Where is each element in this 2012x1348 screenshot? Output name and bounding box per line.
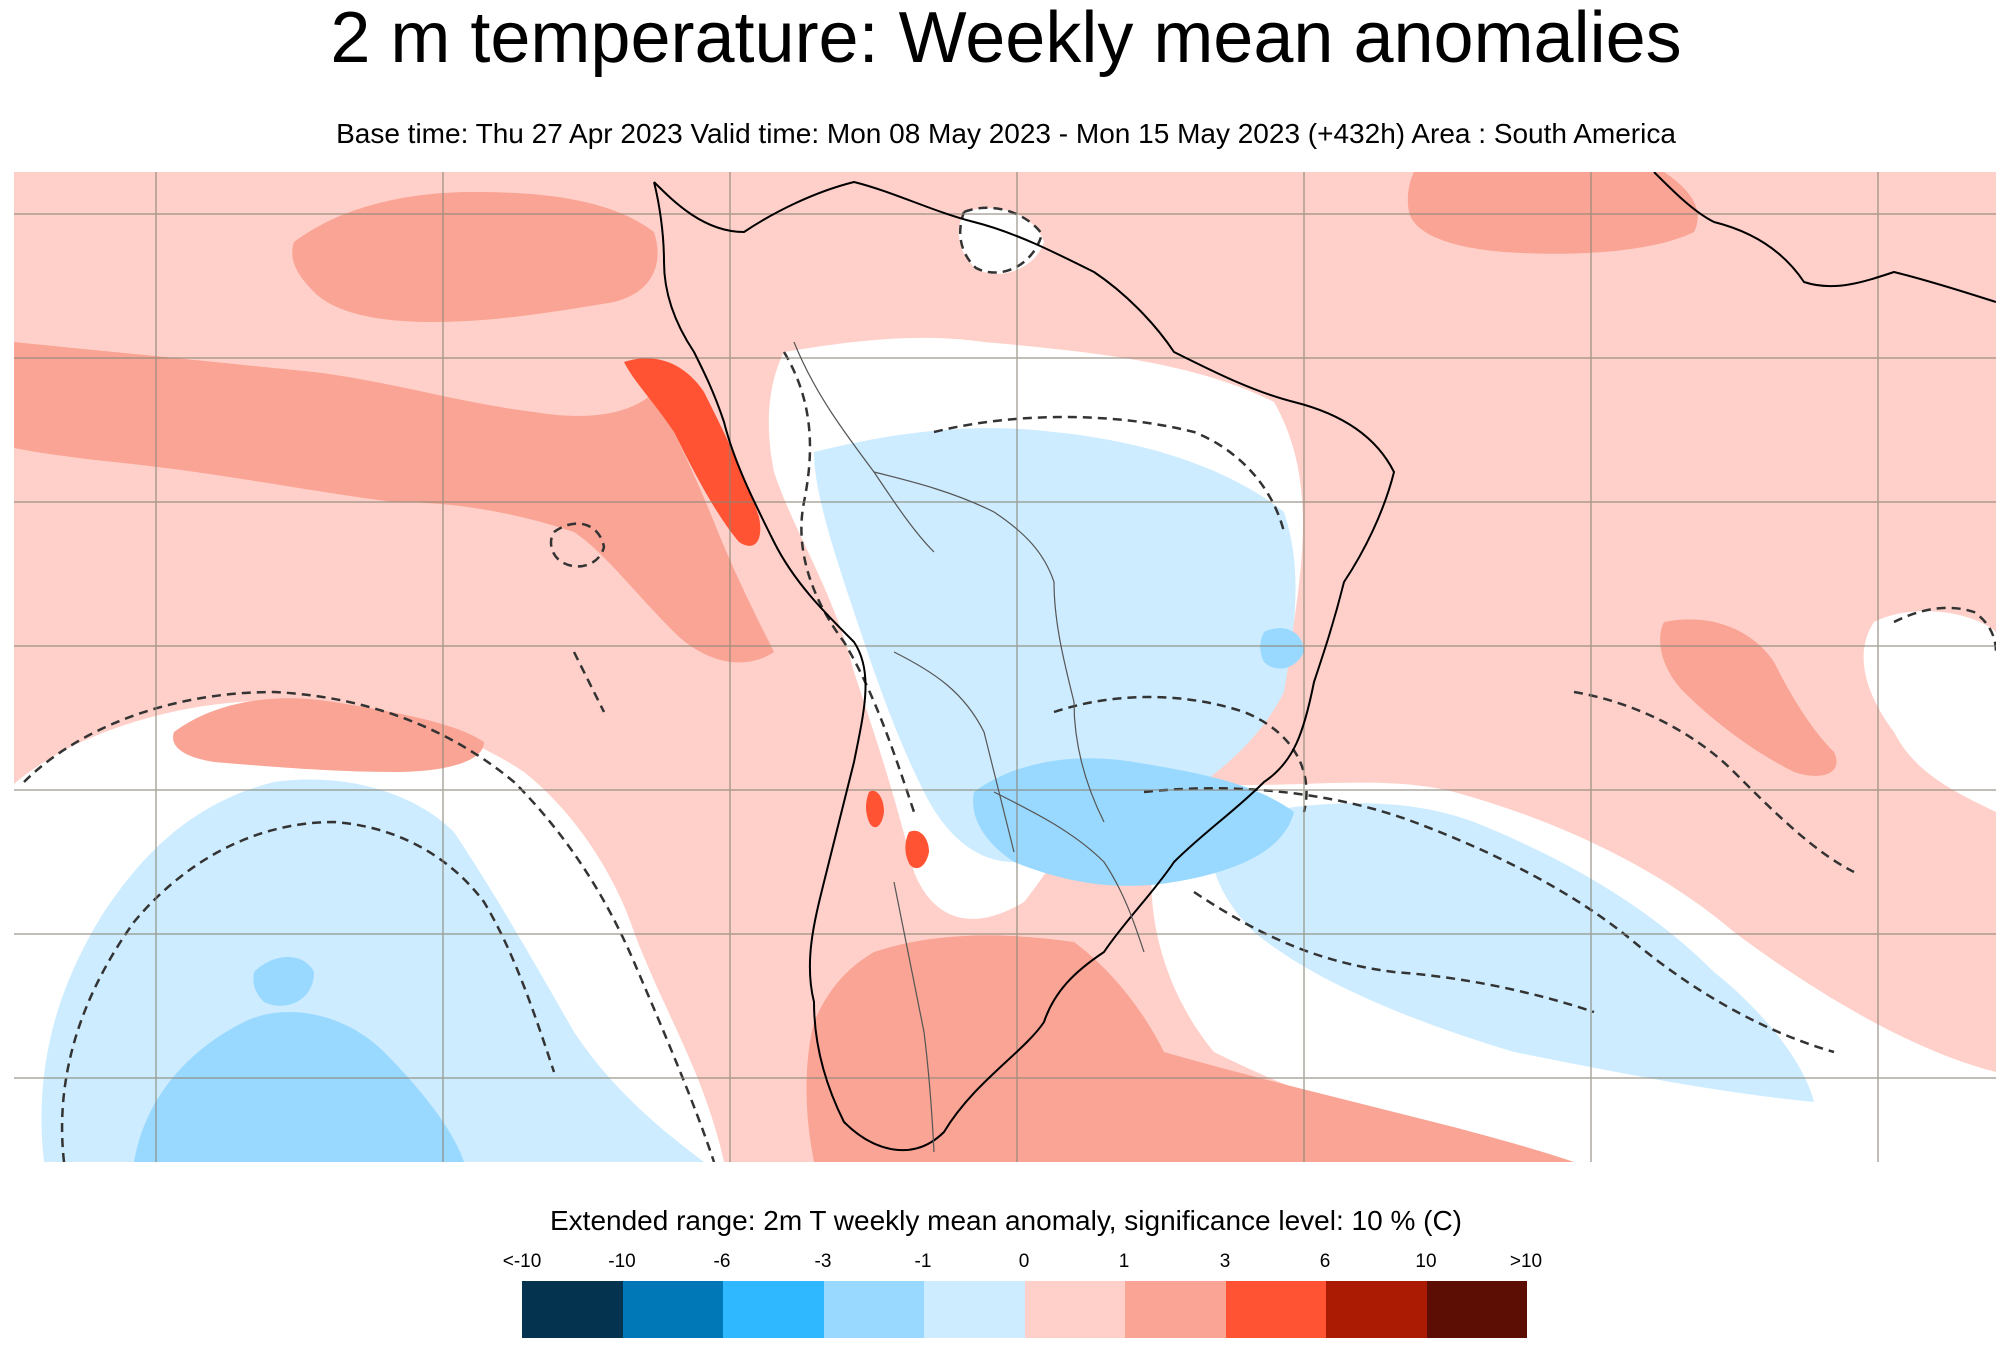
coastlines <box>653 172 1996 1152</box>
hot-zone-argentina-west <box>905 830 929 869</box>
warm-zone-pacific-north <box>292 192 658 322</box>
legend-labels: <-10 -10 -6 -3 -1 0 1 3 6 10 >10 <box>0 1250 2012 1274</box>
significance-contours <box>23 206 1996 1162</box>
legend-label: >10 <box>1509 1251 1543 1272</box>
warm-zone-east-pacific <box>14 342 774 663</box>
page-title: 2 m temperature: Weekly mean anomalies <box>330 0 1682 78</box>
warm-zone-pacific-midwest <box>173 698 484 772</box>
legend-label: 6 <box>1319 1251 1331 1272</box>
legend-swatch-7 <box>1225 1281 1326 1338</box>
legend-label: -10 <box>608 1251 636 1272</box>
legend-label: 10 <box>1415 1251 1437 1272</box>
legend-label: -6 <box>713 1251 731 1272</box>
legend-swatch-9 <box>1426 1281 1527 1338</box>
legend-swatch-6 <box>1125 1281 1226 1338</box>
warm-zone-atlantic-south <box>1164 1052 1574 1162</box>
cold-zone-amazon-east <box>1260 628 1304 669</box>
cool-zone-south-atlantic <box>1210 803 1814 1102</box>
legend-swatch-5 <box>1024 1281 1125 1338</box>
anomaly-map <box>14 172 1996 1162</box>
legend-title: Extended range: 2m T weekly mean anomaly… <box>549 1205 1462 1236</box>
legend-label: 3 <box>1219 1251 1231 1272</box>
legend-color-bar <box>522 1281 1527 1338</box>
legend-label: <-10 <box>502 1251 542 1272</box>
hot-zone-peru-coast <box>624 358 761 546</box>
legend-swatch-8 <box>1326 1281 1427 1338</box>
hot-zone-chile-coast <box>866 790 884 828</box>
legend-swatch-4 <box>924 1281 1025 1338</box>
neutral-zone-caribbean <box>958 208 1044 274</box>
cold-zone-south-pacific <box>134 1012 464 1162</box>
page-subtitle: Base time: Thu 27 Apr 2023 Valid time: M… <box>336 118 1676 149</box>
warm-zone-argentina <box>806 935 1394 1162</box>
south-america-outline <box>653 180 1396 1152</box>
cold-zone-south-pacific-core <box>253 957 314 1006</box>
legend-swatch-1 <box>622 1281 723 1338</box>
legend-swatch-2 <box>723 1281 824 1338</box>
cool-zone-brazil <box>814 428 1296 862</box>
africa-outline <box>1653 172 1996 303</box>
warm-zone-atlantic-north <box>1407 172 1698 254</box>
legend-label: -3 <box>814 1251 832 1272</box>
neutral-zone-east-atlantic <box>1863 611 1996 812</box>
legend-swatch-0 <box>522 1281 623 1338</box>
country-borders <box>793 341 1145 1153</box>
warm-zone-atlantic-east <box>1660 619 1837 776</box>
legend-label: 0 <box>1018 1251 1030 1272</box>
legend-swatch-3 <box>823 1281 924 1338</box>
legend-label: 1 <box>1118 1251 1130 1272</box>
map-gridlines <box>14 172 1996 1162</box>
legend-label: -1 <box>914 1251 932 1272</box>
